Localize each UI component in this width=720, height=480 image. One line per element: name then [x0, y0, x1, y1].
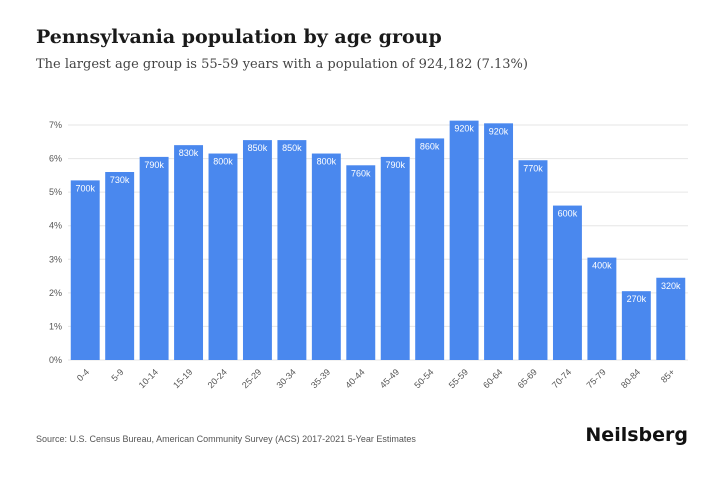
x-axis-ticks: 0-4 5-9 10-14 15-19 20-24 25-29 30-34 35-39 40-4…	[75, 367, 677, 390]
data-label: 600k	[558, 209, 578, 219]
data-label: 760k	[351, 168, 371, 178]
data-label: 790k	[385, 160, 405, 170]
data-label: 850k	[248, 143, 268, 153]
x-tick-label: 35-39	[309, 367, 332, 390]
data-label: 800k	[317, 157, 337, 167]
bar	[484, 123, 514, 360]
x-tick-label: 75-79	[584, 367, 607, 390]
x-tick-label: 40-44	[343, 367, 366, 390]
y-tick-label: 6%	[49, 154, 62, 164]
bar	[552, 205, 582, 360]
bar	[449, 120, 479, 360]
bar	[139, 156, 169, 360]
data-labels: 700k 730k 790k 830k 800k 850k 850k 800k 760k 790k…	[75, 124, 681, 305]
bar	[105, 172, 135, 360]
y-tick-label: 0%	[49, 355, 62, 365]
x-tick-label: 20-24	[206, 367, 229, 390]
data-label: 700k	[75, 183, 95, 193]
x-tick-label: 55-59	[447, 367, 470, 390]
bar	[518, 160, 548, 360]
x-tick-label: 15-19	[171, 367, 194, 390]
x-tick-label: 45-49	[378, 367, 401, 390]
chart-title: Pennsylvania population by age group	[36, 26, 442, 48]
bars	[70, 120, 686, 360]
bar	[174, 145, 204, 360]
bar	[415, 138, 445, 360]
bar	[380, 156, 410, 360]
bar	[277, 140, 307, 360]
x-tick-label: 30-34	[274, 367, 297, 390]
bar	[621, 291, 651, 360]
bar	[208, 153, 238, 360]
data-label: 920k	[454, 124, 474, 134]
data-label: 860k	[420, 141, 440, 151]
data-label: 400k	[592, 261, 612, 271]
bar	[346, 165, 376, 360]
x-tick-label: 10-14	[137, 367, 160, 390]
bar	[587, 257, 617, 360]
source-note: Source: U.S. Census Bureau, American Com…	[36, 434, 416, 444]
x-tick-label: 0-4	[75, 367, 91, 383]
data-label: 770k	[523, 163, 543, 173]
y-tick-label: 7%	[49, 120, 62, 130]
data-label: 800k	[213, 157, 233, 167]
brand-logo: Neilsberg	[585, 424, 688, 446]
chart-subtitle: The largest age group is 55-59 years wit…	[36, 57, 528, 72]
bar	[311, 153, 341, 360]
bar	[70, 180, 100, 360]
bar	[242, 140, 272, 360]
data-label: 850k	[282, 143, 302, 153]
y-tick-label: 1%	[49, 321, 62, 331]
gridlines	[68, 124, 688, 361]
data-label: 830k	[179, 148, 199, 158]
y-axis-ticks: 0% 1% 2% 3% 4% 5% 6% 7%	[49, 120, 62, 365]
data-label: 920k	[489, 126, 509, 136]
data-label: 320k	[661, 281, 681, 291]
y-tick-label: 2%	[49, 288, 62, 298]
data-label: 270k	[627, 294, 647, 304]
x-tick-label: 25-29	[240, 367, 263, 390]
x-tick-label: 50-54	[412, 367, 435, 390]
x-tick-label: 80-84	[619, 367, 642, 390]
data-label: 790k	[144, 160, 164, 170]
y-tick-label: 4%	[49, 221, 62, 231]
bar	[656, 277, 686, 360]
y-tick-label: 3%	[49, 254, 62, 264]
x-tick-label: 5-9	[109, 367, 125, 383]
x-tick-label: 70-74	[550, 367, 573, 390]
data-label: 730k	[110, 175, 130, 185]
x-tick-label: 65-69	[516, 367, 539, 390]
bar-chart: 0% 1% 2% 3% 4% 5% 6% 7% 700k 730k 790k 830k 800k 850…	[49, 120, 688, 390]
x-tick-label: 60-64	[481, 367, 504, 390]
y-tick-label: 5%	[49, 187, 62, 197]
x-tick-label: 85+	[659, 367, 677, 385]
